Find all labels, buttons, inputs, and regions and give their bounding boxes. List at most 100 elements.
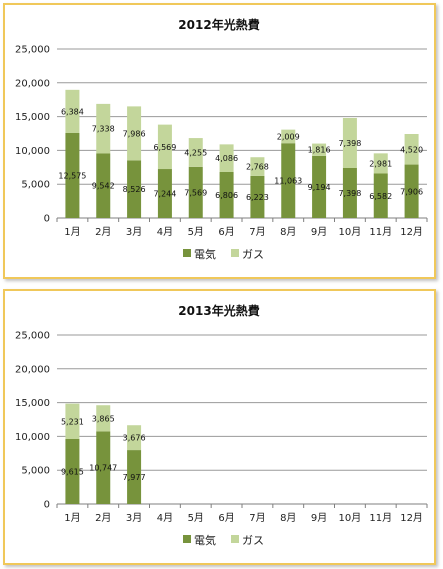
data-label-electric: 7,569	[184, 188, 207, 197]
data-label-electric: 6,223	[246, 193, 269, 202]
x-tick-label: 11月	[369, 512, 392, 524]
legend-swatch-electric	[183, 249, 191, 257]
data-label-electric: 10,747	[89, 464, 117, 473]
chart-2012-svg: 2012年光熱費 0 5,000 10,000 15,000 20,000 25,000 1月…	[15, 17, 428, 261]
y-tick-label: 15,000	[15, 112, 50, 123]
bar-electric	[65, 132, 80, 218]
chart-title: 2013年光熱費	[178, 303, 259, 318]
bar-electric	[157, 169, 172, 218]
data-label-gas: 6,569	[153, 143, 176, 152]
data-label-gas: 7,398	[338, 139, 361, 148]
bar-electric	[65, 439, 80, 504]
data-label-gas: 2,009	[277, 132, 300, 141]
data-label-gas: 7,986	[123, 129, 146, 138]
data-label-gas: 1,816	[308, 146, 331, 155]
x-tick-label: 7月	[249, 512, 265, 524]
x-tick-label: 6月	[218, 226, 234, 238]
data-label-electric: 9,542	[92, 182, 115, 191]
x-tick-label: 10月	[339, 512, 362, 524]
data-label-electric: 9,194	[308, 183, 331, 192]
data-label-electric: 7,398	[338, 189, 361, 198]
y-tick-label: 20,000	[15, 78, 50, 89]
bar-gas	[342, 117, 357, 168]
bar-gas	[65, 403, 80, 440]
data-label-gas: 2,981	[369, 159, 392, 168]
data-label-electric: 7,906	[400, 187, 423, 196]
y-tick-label: 10,000	[15, 432, 50, 443]
x-tick-label: 7月	[249, 226, 265, 238]
x-tick-label: 4月	[157, 226, 173, 238]
x-tick-label: 2月	[95, 512, 111, 524]
data-label-gas: 4,255	[184, 148, 207, 157]
x-tick-label: 5月	[188, 512, 204, 524]
bar-gas	[127, 106, 142, 161]
chart-2013-svg: 2013年光熱費 0 5,000 10,000 15,000 20,000 25,000 1月…	[15, 303, 428, 547]
bar-electric	[96, 153, 111, 218]
y-tick-label: 10,000	[15, 146, 50, 157]
x-tick-label: 8月	[280, 512, 296, 524]
data-label-gas: 3,865	[92, 414, 115, 423]
data-label-gas: 2,768	[246, 163, 269, 172]
bar-electric	[281, 143, 296, 218]
bar-electric	[96, 431, 111, 504]
legend-label-gas: ガス	[242, 248, 264, 261]
chart-title: 2012年光熱費	[178, 17, 259, 32]
y-tick-label: 5,000	[21, 466, 50, 477]
bar-gas	[127, 425, 142, 451]
bar-electric	[127, 450, 142, 504]
bar-gas	[281, 129, 296, 144]
x-tick-label: 3月	[126, 226, 142, 238]
bar-electric	[127, 160, 142, 218]
bar-electric	[342, 167, 357, 218]
chart-panel-2012: 2012年光熱費 0 5,000 10,000 15,000 20,000 25,000 1月…	[3, 3, 436, 279]
data-label-gas: 4,086	[215, 154, 238, 163]
data-label-gas: 3,676	[123, 434, 146, 443]
bar-electric	[312, 155, 327, 218]
data-label-electric: 8,526	[123, 185, 146, 194]
data-label-electric: 7,244	[153, 190, 176, 199]
legend-swatch-electric	[183, 535, 191, 543]
x-tick-label: 8月	[280, 226, 296, 238]
bar-gas	[250, 157, 265, 176]
data-label-electric: 12,575	[58, 171, 86, 180]
bar-gas	[188, 138, 203, 167]
bar-gas	[157, 124, 172, 170]
bar-gas	[65, 89, 80, 133]
chart-panel-2013: 2013年光熱費 0 5,000 10,000 15,000 20,000 25,000 1月…	[3, 289, 436, 565]
data-label-electric: 9,615	[61, 468, 84, 477]
y-tick-label: 20,000	[15, 364, 50, 375]
bar-gas	[219, 144, 234, 172]
legend-swatch-gas	[231, 249, 239, 257]
y-tick-label: 0	[44, 500, 50, 511]
legend-label-electric: 電気	[194, 247, 216, 261]
x-tick-label: 1月	[64, 226, 80, 238]
y-tick-label: 0	[44, 214, 50, 225]
bar-gas	[373, 153, 388, 174]
x-tick-label: 12月	[400, 512, 423, 524]
data-label-gas: 7,338	[92, 125, 115, 134]
x-tick-label: 11月	[369, 226, 392, 238]
y-tick-label: 15,000	[15, 398, 50, 409]
data-label-electric: 7,977	[123, 473, 146, 482]
data-label-gas: 5,231	[61, 417, 84, 426]
bar-gas	[404, 134, 419, 165]
data-label-electric: 6,582	[369, 192, 392, 201]
x-tick-label: 12月	[400, 226, 423, 238]
x-tick-label: 6月	[218, 512, 234, 524]
y-tick-label: 25,000	[15, 331, 50, 342]
data-label-gas: 6,384	[61, 107, 84, 116]
x-tick-label: 2月	[95, 226, 111, 238]
legend-swatch-gas	[231, 535, 239, 543]
bar-electric	[219, 171, 234, 218]
x-tick-label: 1月	[64, 512, 80, 524]
x-tick-label: 5月	[188, 226, 204, 238]
bar-gas	[312, 143, 327, 156]
legend-label-electric: 電気	[194, 533, 216, 547]
bar-electric	[404, 164, 419, 218]
bar-electric	[373, 173, 388, 218]
data-label-gas: 4,520	[400, 145, 423, 154]
bar-gas	[96, 405, 111, 432]
bar-gas	[96, 103, 111, 154]
x-tick-label: 10月	[339, 226, 362, 238]
x-tick-label: 9月	[311, 512, 327, 524]
